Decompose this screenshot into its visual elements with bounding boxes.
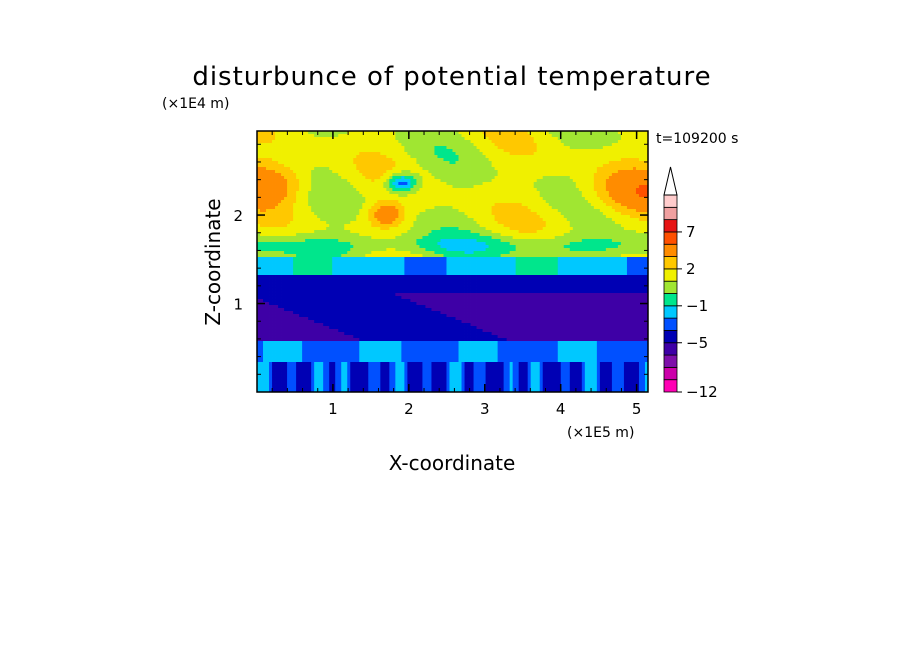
- colorbar-swatch: [663, 280, 678, 294]
- colorbar-tick-label: −5: [686, 334, 708, 352]
- y-tick-label: 1: [233, 296, 243, 314]
- colorbar-swatch: [663, 243, 678, 257]
- colorbar-tick-label: 2: [686, 260, 696, 278]
- colorbar-swatch: [663, 379, 678, 393]
- x-tick-label: 3: [480, 400, 490, 418]
- colorbar-tick-label: 7: [686, 223, 696, 241]
- colorbar-swatch: [663, 305, 678, 319]
- colorbar-tick-label: −12: [686, 383, 718, 401]
- x-tick-label: 5: [632, 400, 642, 418]
- colorbar-swatch: [663, 366, 678, 381]
- plot-frame: [256, 130, 649, 393]
- x-tick-label: 1: [328, 400, 338, 418]
- y-tick-label: 2: [233, 207, 243, 225]
- colorbar-extend-arrow: [663, 166, 678, 196]
- colorbar-swatch: [663, 330, 678, 344]
- colorbar-swatch: [663, 268, 678, 282]
- colorbar-swatch: [663, 219, 678, 233]
- colorbar-swatch: [663, 354, 678, 368]
- chart-title: disturbunce of potential temperature: [192, 62, 711, 92]
- x-tick-label: 2: [404, 400, 414, 418]
- colorbar: 7 2 −1 −5 −12: [663, 166, 718, 401]
- time-label: t=109200 s: [656, 131, 738, 147]
- colorbar-tick-label: −1: [686, 297, 708, 315]
- x-scale-label: (×1E5 m): [567, 425, 634, 441]
- colorbar-swatch: [663, 293, 678, 307]
- x-tick-label: 4: [556, 400, 566, 418]
- colorbar-swatch: [663, 194, 678, 208]
- colorbar-swatch: [663, 206, 678, 221]
- y-scale-label: (×1E4 m): [162, 96, 229, 112]
- colorbar-swatch: [663, 317, 678, 331]
- x-axis-label: X-coordinate: [389, 451, 516, 475]
- colorbar-swatch: [663, 256, 678, 270]
- contour-field: [257, 131, 648, 392]
- axis-ticks: 1 2 3 4 5 1 2: [233, 131, 648, 418]
- y-axis-label: Z-coordinate: [201, 198, 225, 325]
- colorbar-swatch: [663, 342, 678, 356]
- colorbar-swatch: [663, 231, 678, 245]
